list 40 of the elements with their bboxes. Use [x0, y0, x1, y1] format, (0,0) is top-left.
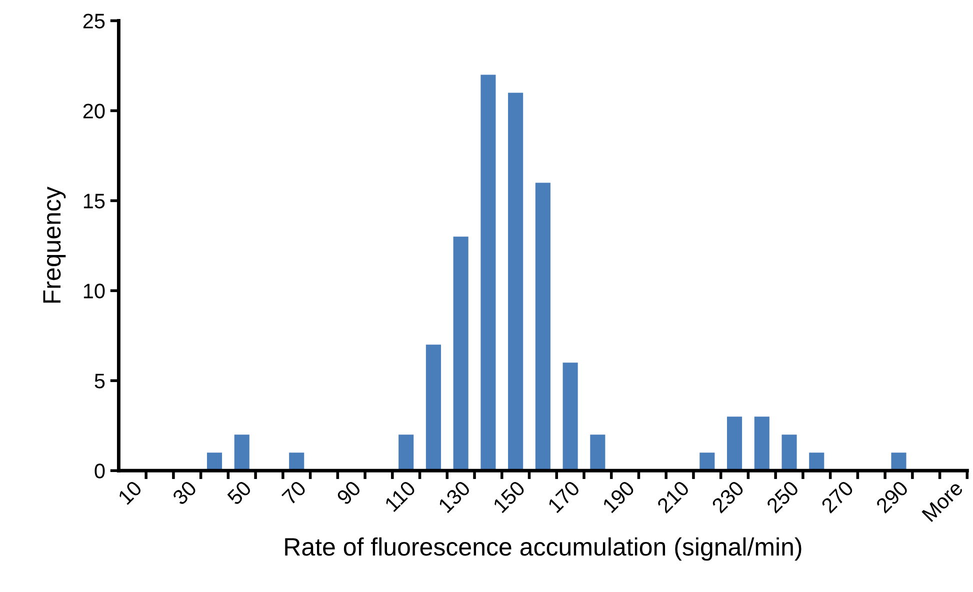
x-tick-label: 170: [547, 480, 581, 514]
x-tick-label: 30: [172, 480, 198, 506]
bar: [453, 236, 468, 471]
bar: [480, 74, 496, 471]
bar: [700, 452, 715, 471]
x-tick-label: 250: [766, 480, 800, 514]
bar: [508, 92, 524, 471]
x-tick-label: 90: [336, 480, 362, 506]
bar: [426, 344, 441, 471]
y-tick-label: 0: [94, 464, 105, 478]
x-tick-label: 230: [711, 480, 745, 514]
y-tick-label: 25: [83, 14, 105, 28]
x-tick-label: 130: [438, 480, 472, 514]
bar: [754, 416, 770, 471]
bar: [206, 452, 222, 471]
x-tick-label: 110: [384, 480, 416, 512]
bar: [891, 452, 906, 471]
bar: [535, 182, 550, 471]
bar: [398, 434, 414, 471]
y-tick-label: 10: [84, 284, 105, 298]
bar: [782, 434, 797, 471]
bar: [289, 452, 304, 471]
x-tick-label: 270: [820, 480, 854, 514]
bar: [234, 434, 250, 471]
x-tick-label: 150: [492, 480, 526, 514]
x-tick-label: 190: [602, 480, 636, 514]
x-tick-label: 290: [875, 480, 909, 514]
bar: [562, 362, 578, 471]
y-tick-label: 5: [94, 374, 105, 388]
y-tick-label: 20: [83, 104, 105, 118]
y-axis-title: Frequency: [43, 186, 66, 303]
x-tick-label: 210: [656, 480, 690, 514]
x-axis-title: Rate of fluorescence accumulation (signal/min): [285, 537, 802, 561]
bar: [726, 416, 742, 471]
x-tick-label: 50: [226, 480, 252, 506]
y-tick-label: 15: [84, 194, 105, 208]
bar: [590, 434, 606, 471]
x-tick-label: 70: [281, 480, 307, 506]
bar: [809, 452, 824, 471]
x-tick-label: 10: [118, 480, 143, 506]
